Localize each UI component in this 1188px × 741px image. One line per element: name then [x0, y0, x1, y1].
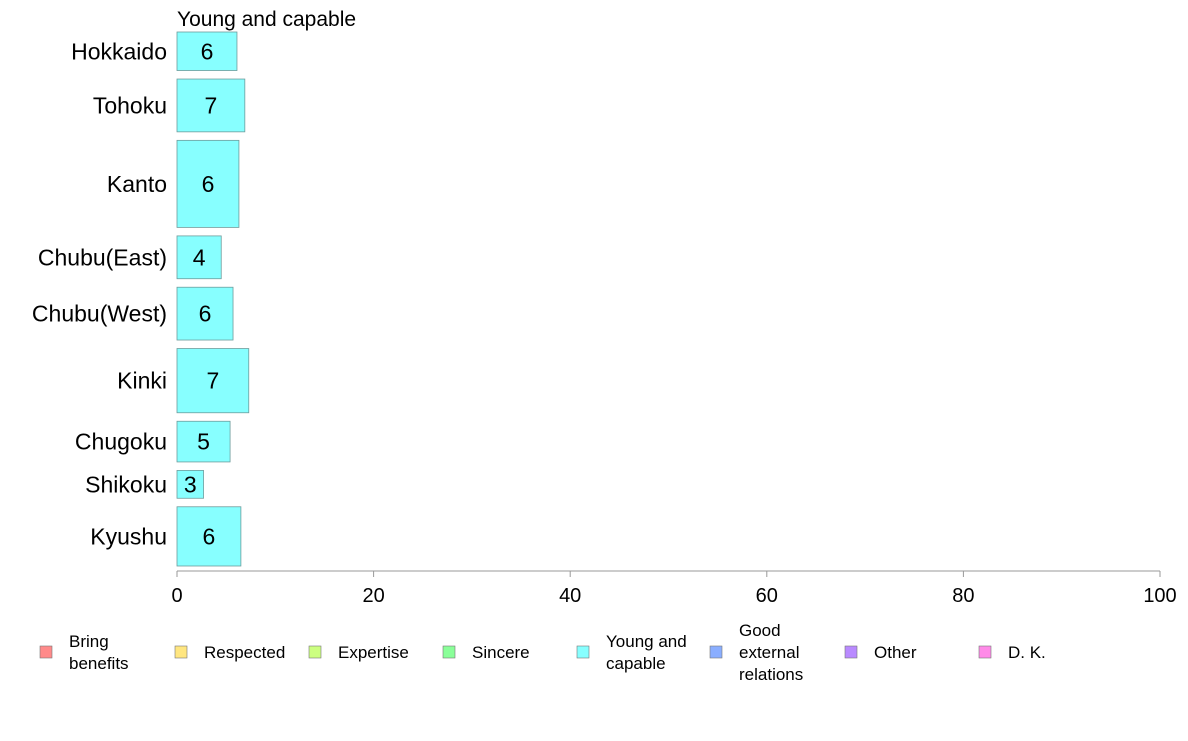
legend-swatch	[576, 645, 590, 659]
legend-label: Other	[874, 643, 917, 662]
x-tick-label: 40	[559, 585, 581, 607]
x-tick-label: 100	[1143, 585, 1176, 607]
legend-label: relations	[739, 665, 803, 684]
legend-label: Sincere	[472, 643, 530, 662]
legend-label: capable	[606, 654, 666, 673]
bar-value-label: 6	[202, 171, 215, 197]
bar-tohoku	[176, 78, 246, 133]
bar-value-label: 4	[193, 244, 206, 270]
category-label: Hokkaido	[71, 38, 167, 64]
legend-swatch	[844, 645, 858, 659]
bar-hokkaido	[176, 31, 238, 71]
category-label: Shikoku	[85, 471, 167, 497]
x-tick-label: 0	[171, 585, 182, 607]
legend-label: benefits	[69, 654, 129, 673]
legend-label: Good	[739, 621, 781, 640]
bar-value-label: 5	[197, 429, 210, 455]
legend-swatch	[978, 645, 992, 659]
category-label: Kinki	[117, 368, 167, 394]
bar-kyushu	[176, 506, 242, 567]
category-label: Kyushu	[90, 523, 167, 549]
legend-swatch	[709, 645, 723, 659]
bar-chugoku	[176, 420, 231, 463]
bar-value-label: 3	[184, 471, 197, 497]
bar-value-label: 6	[203, 523, 216, 549]
legend-label: Respected	[204, 643, 285, 662]
x-tick-label: 60	[756, 585, 778, 607]
legend-swatch	[442, 645, 456, 659]
category-label: Kanto	[107, 171, 167, 197]
legend-label: Bring	[69, 632, 109, 651]
category-label: Chubu(East)	[38, 244, 167, 270]
bar-kanto	[176, 139, 240, 228]
bar-chubu-east-	[176, 235, 222, 280]
legend-swatch	[308, 645, 322, 659]
bar-kinki	[176, 348, 250, 414]
bar-value-label: 7	[206, 368, 219, 394]
bar-value-label: 7	[205, 92, 218, 118]
chart-title: Young and capable	[177, 8, 356, 31]
bar-chubu-west-	[176, 286, 234, 341]
legend-swatch	[39, 645, 53, 659]
category-label: Chugoku	[75, 429, 167, 455]
category-label: Chubu(West)	[32, 301, 167, 327]
legend-label: Expertise	[338, 643, 409, 662]
legend-swatch	[174, 645, 188, 659]
legend-label: D. K.	[1008, 643, 1046, 662]
x-tick-label: 80	[952, 585, 974, 607]
legend-label: external	[739, 643, 799, 662]
category-label: Tohoku	[93, 92, 167, 118]
x-tick-label: 20	[362, 585, 384, 607]
bar-value-label: 6	[199, 301, 212, 327]
bar-value-label: 6	[201, 38, 214, 64]
legend-label: Young and	[606, 632, 687, 651]
bar-shikoku	[176, 470, 204, 499]
